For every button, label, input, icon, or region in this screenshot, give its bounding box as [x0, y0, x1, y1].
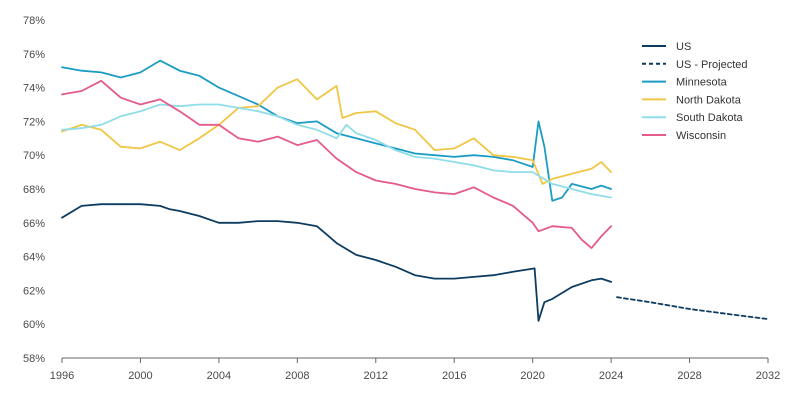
y-tick-label: 72% [23, 116, 45, 128]
x-tick-label: 2012 [364, 370, 388, 382]
series-line-us-projected [616, 296, 769, 320]
y-tick-label: 64% [23, 252, 45, 264]
series-line-us [61, 203, 612, 322]
legend-label: US [676, 41, 691, 53]
series-line-minnesota [61, 59, 612, 202]
y-tick-label: 68% [23, 184, 45, 196]
y-tick-label: 66% [23, 218, 45, 230]
legend-label: US - Projected [676, 59, 748, 71]
y-tick-label: 74% [23, 83, 45, 95]
y-tick-label: 62% [23, 285, 45, 297]
x-tick-label: 2032 [756, 370, 780, 382]
y-tick-label: 76% [23, 49, 45, 61]
y-tick-label: 60% [23, 319, 45, 331]
x-tick-label: 2024 [599, 370, 623, 382]
x-tick-label: 1996 [50, 370, 74, 382]
x-tick-label: 2004 [207, 370, 231, 382]
legend-label: South Dakota [676, 112, 744, 124]
x-tick-label: 2016 [442, 370, 466, 382]
x-axis-ticks: 1996 2000 2004 2008 2012 2016 2020 2024 2028 2032 [50, 358, 780, 382]
y-axis-labels: 58% 60% 62% 64% 66% 68% 70% 72% 74% 76% 78% [23, 15, 45, 365]
series-line-north-dakota [61, 78, 612, 185]
x-tick-label: 2008 [285, 370, 309, 382]
y-tick-label: 78% [23, 15, 45, 27]
legend-label: Wisconsin [676, 130, 726, 142]
x-tick-label: 2000 [128, 370, 152, 382]
legend: US US - Projected Minnesota North Dakota Sou… [642, 41, 748, 142]
series-line-south-dakota [61, 103, 612, 199]
y-tick-label: 70% [23, 150, 45, 162]
series-lines [61, 59, 769, 322]
x-tick-label: 2028 [677, 370, 701, 382]
legend-label: Minnesota [676, 77, 728, 89]
legend-label: North Dakota [676, 94, 742, 106]
series-line-wisconsin [61, 79, 612, 249]
x-tick-label: 2020 [520, 370, 544, 382]
y-tick-label: 58% [23, 353, 45, 365]
